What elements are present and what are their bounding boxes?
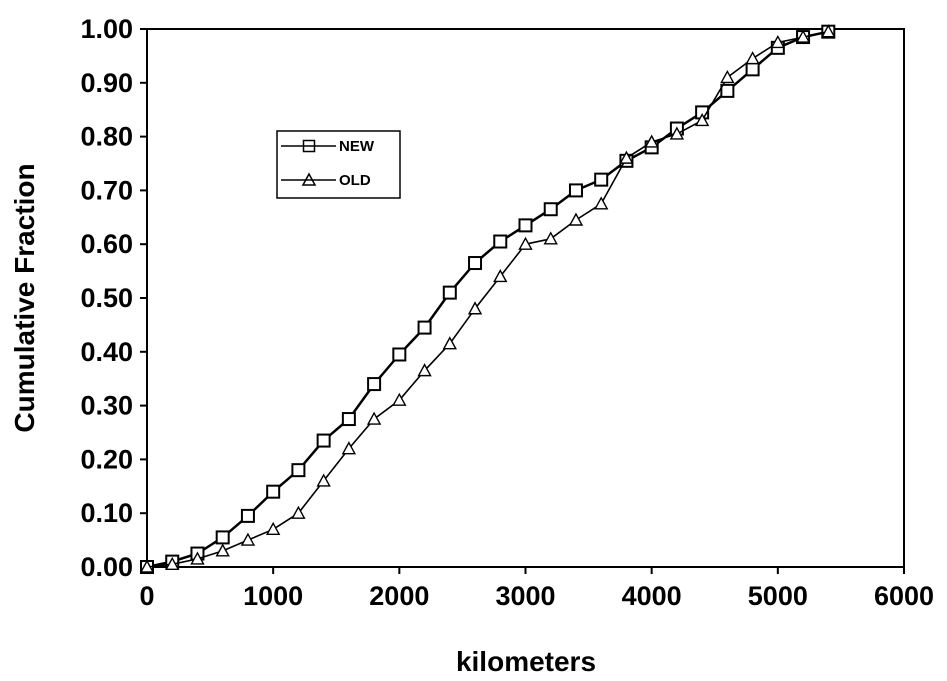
point-old bbox=[442, 336, 457, 350]
point-old bbox=[467, 301, 483, 315]
x-axis-title: kilometers bbox=[456, 646, 596, 677]
series-layer bbox=[139, 24, 836, 574]
point-old bbox=[694, 112, 710, 127]
y-tick-label: 0.40 bbox=[80, 337, 133, 367]
point-new bbox=[240, 508, 255, 523]
point-new bbox=[367, 377, 382, 392]
legend: NEW OLD bbox=[276, 130, 401, 199]
series-new-line bbox=[146, 30, 829, 569]
y-tick-label: 0.50 bbox=[80, 283, 133, 313]
point-new bbox=[518, 218, 533, 233]
point-old bbox=[518, 236, 533, 250]
point-old bbox=[669, 126, 685, 140]
point-old bbox=[417, 363, 432, 377]
y-axis-title: Cumulative Fraction bbox=[9, 163, 40, 432]
point-new bbox=[745, 62, 760, 77]
series-old bbox=[139, 24, 836, 573]
point-old bbox=[366, 411, 382, 425]
point-new bbox=[417, 320, 432, 335]
point-old bbox=[619, 150, 634, 164]
y-tick-label: 0.10 bbox=[80, 498, 133, 528]
point-old bbox=[493, 269, 508, 283]
x-tick-label: 0 bbox=[139, 581, 154, 611]
point-new bbox=[215, 530, 230, 545]
y-tick-label: 0.20 bbox=[80, 444, 133, 474]
x-tick-label: 5000 bbox=[748, 581, 808, 611]
point-old bbox=[265, 521, 281, 536]
x-tick-label: 6000 bbox=[874, 581, 934, 611]
point-old bbox=[770, 34, 786, 49]
point-new bbox=[594, 172, 609, 187]
point-new bbox=[493, 234, 508, 249]
y-tick-label: 1.00 bbox=[80, 14, 133, 44]
x-tick-label: 2000 bbox=[369, 581, 429, 611]
x-tick-label: 1000 bbox=[243, 581, 303, 611]
legend-label-new: NEW bbox=[339, 138, 375, 155]
y-tick-label: 0.90 bbox=[80, 68, 133, 98]
point-new bbox=[392, 347, 407, 362]
point-old bbox=[215, 543, 230, 557]
point-new bbox=[543, 202, 558, 217]
y-tick-label: 0.70 bbox=[80, 175, 133, 205]
legend-box bbox=[276, 130, 401, 199]
x-tick-label: 4000 bbox=[622, 581, 682, 611]
point-new bbox=[468, 256, 483, 271]
legend-label-old: OLD bbox=[339, 172, 371, 189]
point-new bbox=[316, 433, 331, 448]
axes: 0 1000 2000 3000 4000 5000 6000 0.00 0.10 0.20 0.3… bbox=[80, 14, 934, 611]
y-tick-label: 0.60 bbox=[80, 229, 133, 259]
point-old bbox=[190, 551, 205, 565]
legend-new-marker bbox=[302, 139, 316, 153]
y-tick-label: 0.00 bbox=[80, 552, 133, 582]
point-new bbox=[291, 463, 306, 478]
point-old bbox=[341, 441, 357, 455]
point-old bbox=[720, 69, 735, 84]
y-tick-label: 0.30 bbox=[80, 391, 133, 421]
point-old bbox=[240, 532, 256, 546]
series-old-line bbox=[146, 30, 829, 568]
point-old bbox=[821, 24, 836, 38]
point-old bbox=[316, 473, 331, 487]
point-old bbox=[139, 559, 155, 573]
point-old bbox=[291, 505, 306, 519]
point-old bbox=[594, 196, 609, 210]
point-new bbox=[442, 285, 457, 300]
point-new bbox=[720, 83, 735, 98]
x-tick-label: 3000 bbox=[495, 581, 555, 611]
point-new bbox=[568, 183, 583, 198]
point-old bbox=[568, 212, 584, 226]
legend-old-marker bbox=[301, 172, 317, 186]
point-new bbox=[341, 412, 356, 427]
point-old bbox=[543, 231, 558, 245]
point-old bbox=[392, 392, 407, 406]
y-tick-label: 0.80 bbox=[80, 122, 133, 152]
plot-area bbox=[146, 28, 905, 568]
point-old bbox=[745, 51, 760, 65]
point-old bbox=[644, 134, 659, 148]
point-new bbox=[266, 484, 281, 499]
point-old bbox=[165, 556, 180, 571]
point-old bbox=[795, 29, 811, 43]
